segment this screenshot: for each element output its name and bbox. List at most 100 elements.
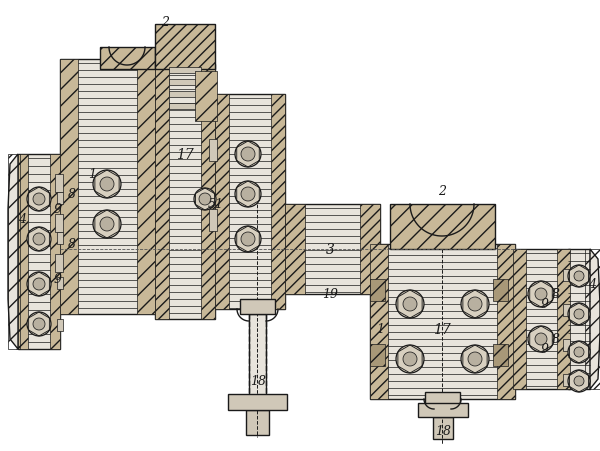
Bar bbox=[57, 193, 63, 205]
Bar bbox=[57, 319, 63, 331]
Polygon shape bbox=[590, 249, 600, 389]
Bar bbox=[360, 205, 380, 295]
Circle shape bbox=[235, 182, 261, 207]
Circle shape bbox=[27, 227, 51, 252]
Bar bbox=[55, 215, 63, 232]
Circle shape bbox=[535, 333, 547, 345]
Bar bbox=[285, 205, 380, 295]
Circle shape bbox=[568, 304, 590, 325]
Circle shape bbox=[574, 376, 584, 386]
Bar bbox=[169, 104, 201, 110]
Bar bbox=[240, 299, 275, 314]
Circle shape bbox=[93, 211, 121, 239]
Bar bbox=[195, 72, 217, 122]
Bar bbox=[513, 249, 570, 389]
Bar bbox=[169, 80, 201, 86]
Text: 9: 9 bbox=[541, 343, 549, 356]
Circle shape bbox=[100, 217, 114, 231]
Bar bbox=[563, 339, 570, 351]
Bar bbox=[563, 269, 570, 281]
Bar bbox=[50, 155, 60, 349]
Circle shape bbox=[33, 278, 45, 290]
Circle shape bbox=[33, 234, 45, 245]
Circle shape bbox=[568, 370, 590, 392]
Bar bbox=[418, 403, 468, 417]
Bar bbox=[433, 417, 453, 439]
Text: 18: 18 bbox=[435, 424, 451, 437]
Text: 19: 19 bbox=[322, 288, 338, 301]
Circle shape bbox=[403, 297, 417, 311]
Text: 9: 9 bbox=[54, 203, 62, 216]
Polygon shape bbox=[8, 155, 18, 349]
Text: 51: 51 bbox=[208, 198, 224, 211]
Text: 17: 17 bbox=[176, 147, 194, 161]
Circle shape bbox=[461, 290, 489, 318]
Circle shape bbox=[468, 297, 482, 311]
Circle shape bbox=[27, 272, 51, 296]
Text: 8: 8 bbox=[68, 238, 76, 251]
Bar bbox=[100, 48, 155, 70]
Text: 2: 2 bbox=[161, 15, 169, 28]
Circle shape bbox=[528, 326, 554, 352]
Text: 9: 9 bbox=[541, 298, 549, 311]
Bar bbox=[100, 48, 155, 70]
Bar bbox=[370, 279, 385, 301]
Circle shape bbox=[574, 272, 584, 281]
Circle shape bbox=[100, 178, 114, 192]
Text: 8: 8 bbox=[552, 333, 560, 346]
Bar bbox=[137, 60, 155, 314]
Bar bbox=[370, 344, 385, 366]
Text: 3: 3 bbox=[326, 243, 334, 257]
Bar bbox=[169, 68, 201, 74]
Circle shape bbox=[574, 309, 584, 319]
Text: 8: 8 bbox=[552, 288, 560, 301]
Text: 1: 1 bbox=[88, 168, 96, 181]
Bar bbox=[209, 210, 217, 231]
Bar bbox=[155, 25, 215, 70]
Bar bbox=[370, 244, 388, 399]
Bar bbox=[57, 277, 63, 290]
Circle shape bbox=[33, 318, 45, 330]
Text: 1: 1 bbox=[376, 323, 384, 336]
Text: 4: 4 bbox=[588, 278, 596, 291]
Bar bbox=[155, 65, 215, 319]
Bar bbox=[8, 155, 20, 349]
Text: 8: 8 bbox=[68, 188, 76, 201]
Text: 4: 4 bbox=[18, 213, 26, 226]
Circle shape bbox=[461, 345, 489, 373]
Bar bbox=[513, 249, 526, 389]
Circle shape bbox=[235, 226, 261, 253]
Bar bbox=[228, 394, 287, 410]
Bar bbox=[215, 95, 229, 309]
Bar bbox=[18, 155, 60, 349]
Text: 18: 18 bbox=[250, 375, 266, 388]
Bar bbox=[201, 65, 215, 319]
Circle shape bbox=[199, 193, 211, 206]
Bar bbox=[18, 155, 28, 349]
Text: 2: 2 bbox=[438, 185, 446, 198]
Circle shape bbox=[241, 147, 255, 161]
Bar bbox=[271, 95, 285, 309]
Circle shape bbox=[528, 281, 554, 307]
Bar bbox=[585, 249, 600, 389]
Bar bbox=[390, 205, 495, 249]
Circle shape bbox=[468, 352, 482, 366]
Bar bbox=[60, 60, 78, 314]
Circle shape bbox=[396, 345, 424, 373]
Bar bbox=[215, 95, 285, 309]
Bar bbox=[563, 374, 570, 386]
Circle shape bbox=[235, 142, 261, 168]
Circle shape bbox=[27, 188, 51, 212]
Circle shape bbox=[403, 352, 417, 366]
Bar bbox=[155, 65, 169, 319]
Bar bbox=[568, 249, 590, 389]
Bar bbox=[434, 406, 451, 436]
Bar bbox=[390, 205, 495, 249]
Circle shape bbox=[396, 290, 424, 318]
Bar bbox=[370, 244, 515, 399]
Bar bbox=[497, 244, 515, 399]
Bar bbox=[60, 60, 155, 314]
Circle shape bbox=[568, 265, 590, 287]
Circle shape bbox=[27, 312, 51, 336]
Bar bbox=[57, 232, 63, 244]
